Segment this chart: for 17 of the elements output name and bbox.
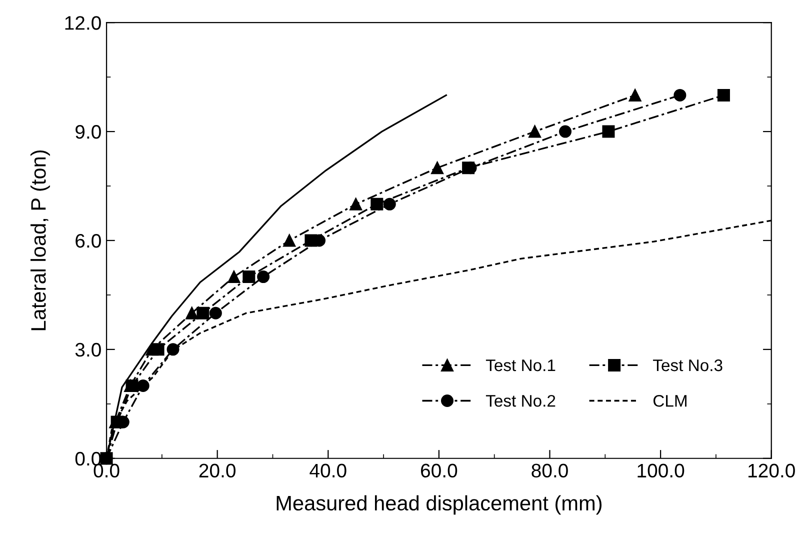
y-tick-label: 6.0 bbox=[76, 234, 101, 248]
y-tick-label: 12.0 bbox=[65, 16, 101, 30]
y-axis-title: Lateral load, P (ton) bbox=[30, 150, 50, 330]
y-tick-label: 9.0 bbox=[76, 125, 101, 139]
x-tick-label: 120.0 bbox=[748, 464, 795, 478]
legend-label: Test No.1 bbox=[486, 360, 556, 372]
legend-label: Test No.3 bbox=[653, 359, 722, 372]
x-tick-label: 20.0 bbox=[199, 464, 236, 478]
x-tick-label: 40.0 bbox=[310, 464, 346, 478]
x-tick-label: 100.0 bbox=[638, 464, 684, 478]
x-axis-title: Measured head displacement (mm) bbox=[276, 495, 602, 515]
legend-label: CLM bbox=[653, 394, 686, 407]
x-tick-label: 60.0 bbox=[421, 464, 458, 478]
x-tick-label: 0.0 bbox=[94, 464, 120, 478]
y-tick-label: 3.0 bbox=[75, 342, 101, 357]
x-tick-label: 80.0 bbox=[532, 464, 568, 478]
legend-label: Test No.2 bbox=[486, 394, 556, 407]
